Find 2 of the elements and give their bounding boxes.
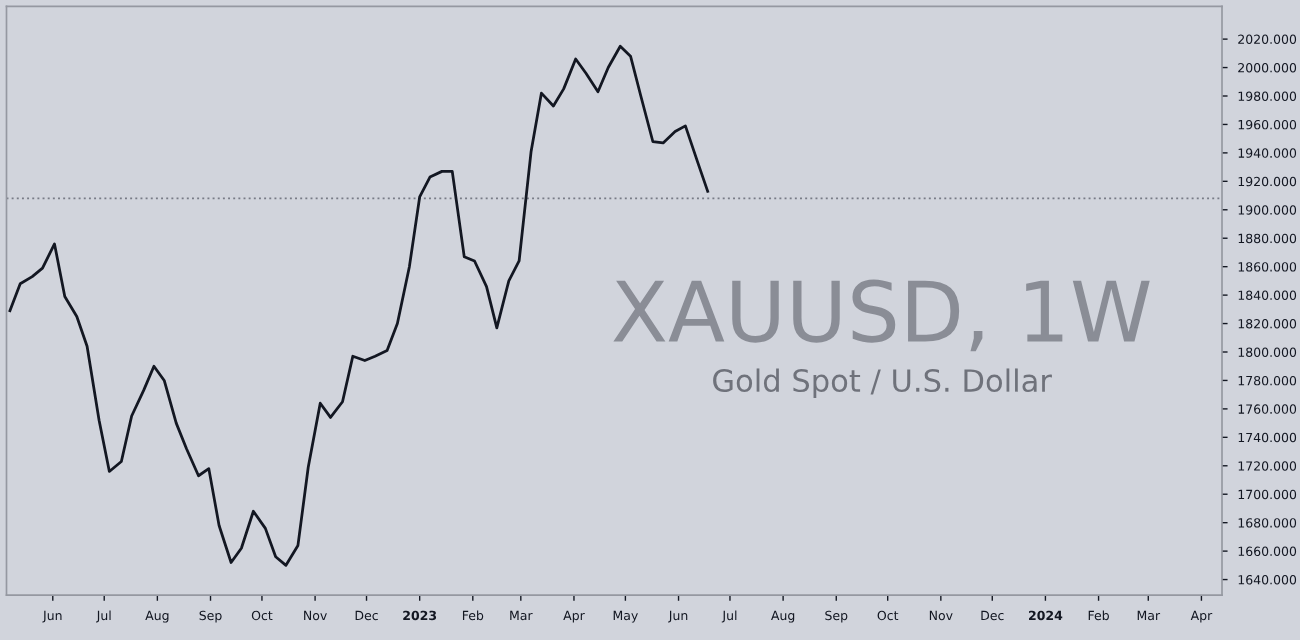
text: XAUUSD, 1W [613,279,1150,352]
text: Gold Spot / U.S. Dollar [713,368,1052,399]
